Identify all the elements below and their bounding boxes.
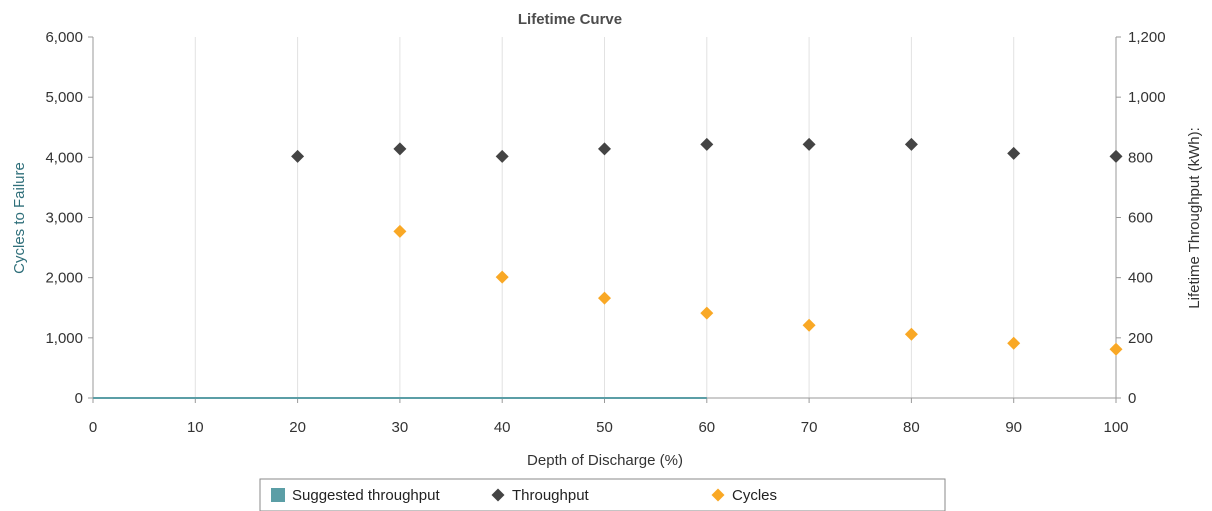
x-tick-label: 60 bbox=[698, 419, 715, 436]
x-tick-label: 0 bbox=[89, 419, 97, 436]
cycles-point bbox=[393, 224, 407, 238]
cycles-point bbox=[1007, 336, 1021, 350]
throughput-point bbox=[1109, 149, 1123, 163]
y-tick-label: 5,000 bbox=[45, 89, 83, 106]
x-tick-label: 40 bbox=[494, 419, 511, 436]
throughput-point bbox=[291, 149, 305, 163]
x-tick-label: 30 bbox=[392, 419, 409, 436]
cycles-point bbox=[495, 270, 509, 284]
legend-label: Suggested throughput bbox=[292, 487, 440, 504]
series-layer bbox=[93, 137, 1123, 399]
legend-swatch bbox=[271, 488, 285, 502]
y2-tick-label: 800 bbox=[1128, 149, 1153, 166]
series-cycles bbox=[393, 224, 1123, 356]
y2-axis-ticks: 0 200 400 600 800 1,000 1,200 bbox=[1116, 29, 1166, 407]
y2-tick-label: 600 bbox=[1128, 210, 1153, 227]
cycles-point bbox=[700, 306, 714, 320]
legend: Suggested throughput Throughput Cycles bbox=[259, 478, 946, 511]
throughput-point bbox=[802, 137, 816, 151]
x-tick-label: 50 bbox=[596, 419, 613, 436]
x-tick-label: 10 bbox=[187, 419, 204, 436]
x-tick-label: 100 bbox=[1103, 419, 1128, 436]
cycles-point bbox=[1109, 342, 1123, 356]
y-tick-label: 1,000 bbox=[45, 330, 83, 347]
x-tick-label: 80 bbox=[903, 419, 920, 436]
y2-axis-title: Lifetime Throughput (kWh): bbox=[1186, 127, 1203, 308]
cycles-point bbox=[802, 318, 816, 332]
y-tick-label: 6,000 bbox=[45, 29, 83, 46]
throughput-point bbox=[904, 137, 918, 151]
cycles-point bbox=[904, 327, 918, 341]
x-tick-label: 20 bbox=[289, 419, 306, 436]
y2-tick-label: 0 bbox=[1128, 390, 1136, 407]
x-axis-title: Depth of Discharge (%) bbox=[527, 452, 683, 469]
y2-tick-label: 1,000 bbox=[1128, 89, 1166, 106]
legend-swatch bbox=[491, 488, 505, 502]
x-axis-ticks: 0 10 20 30 40 50 60 70 80 90 100 bbox=[89, 398, 1129, 436]
throughput-point bbox=[700, 137, 714, 151]
throughput-point bbox=[393, 142, 407, 156]
y-tick-label: 0 bbox=[75, 390, 83, 407]
x-tick-label: 70 bbox=[801, 419, 818, 436]
cycles-point bbox=[598, 291, 611, 305]
y-axis-ticks: 0 1,000 2,000 3,000 4,000 5,000 6,000 bbox=[45, 29, 93, 407]
y2-tick-label: 400 bbox=[1128, 270, 1153, 287]
y-tick-label: 2,000 bbox=[45, 270, 83, 287]
series-throughput bbox=[291, 137, 1123, 163]
y-tick-label: 3,000 bbox=[45, 210, 83, 227]
grid-lines bbox=[194, 37, 1015, 398]
legend-label: Throughput bbox=[512, 487, 590, 504]
y-axis-title: Cycles to Failure bbox=[11, 162, 28, 274]
y2-tick-label: 200 bbox=[1128, 330, 1153, 347]
y2-tick-label: 1,200 bbox=[1128, 29, 1166, 46]
legend-box bbox=[259, 478, 946, 511]
legend-label: Cycles bbox=[732, 487, 777, 504]
throughput-point bbox=[1007, 146, 1021, 160]
throughput-point bbox=[495, 149, 509, 163]
chart-title: Lifetime Curve bbox=[518, 11, 622, 28]
throughput-point bbox=[598, 142, 611, 156]
legend-swatch bbox=[711, 488, 725, 502]
x-tick-label: 90 bbox=[1005, 419, 1022, 436]
y-tick-label: 4,000 bbox=[45, 149, 83, 166]
